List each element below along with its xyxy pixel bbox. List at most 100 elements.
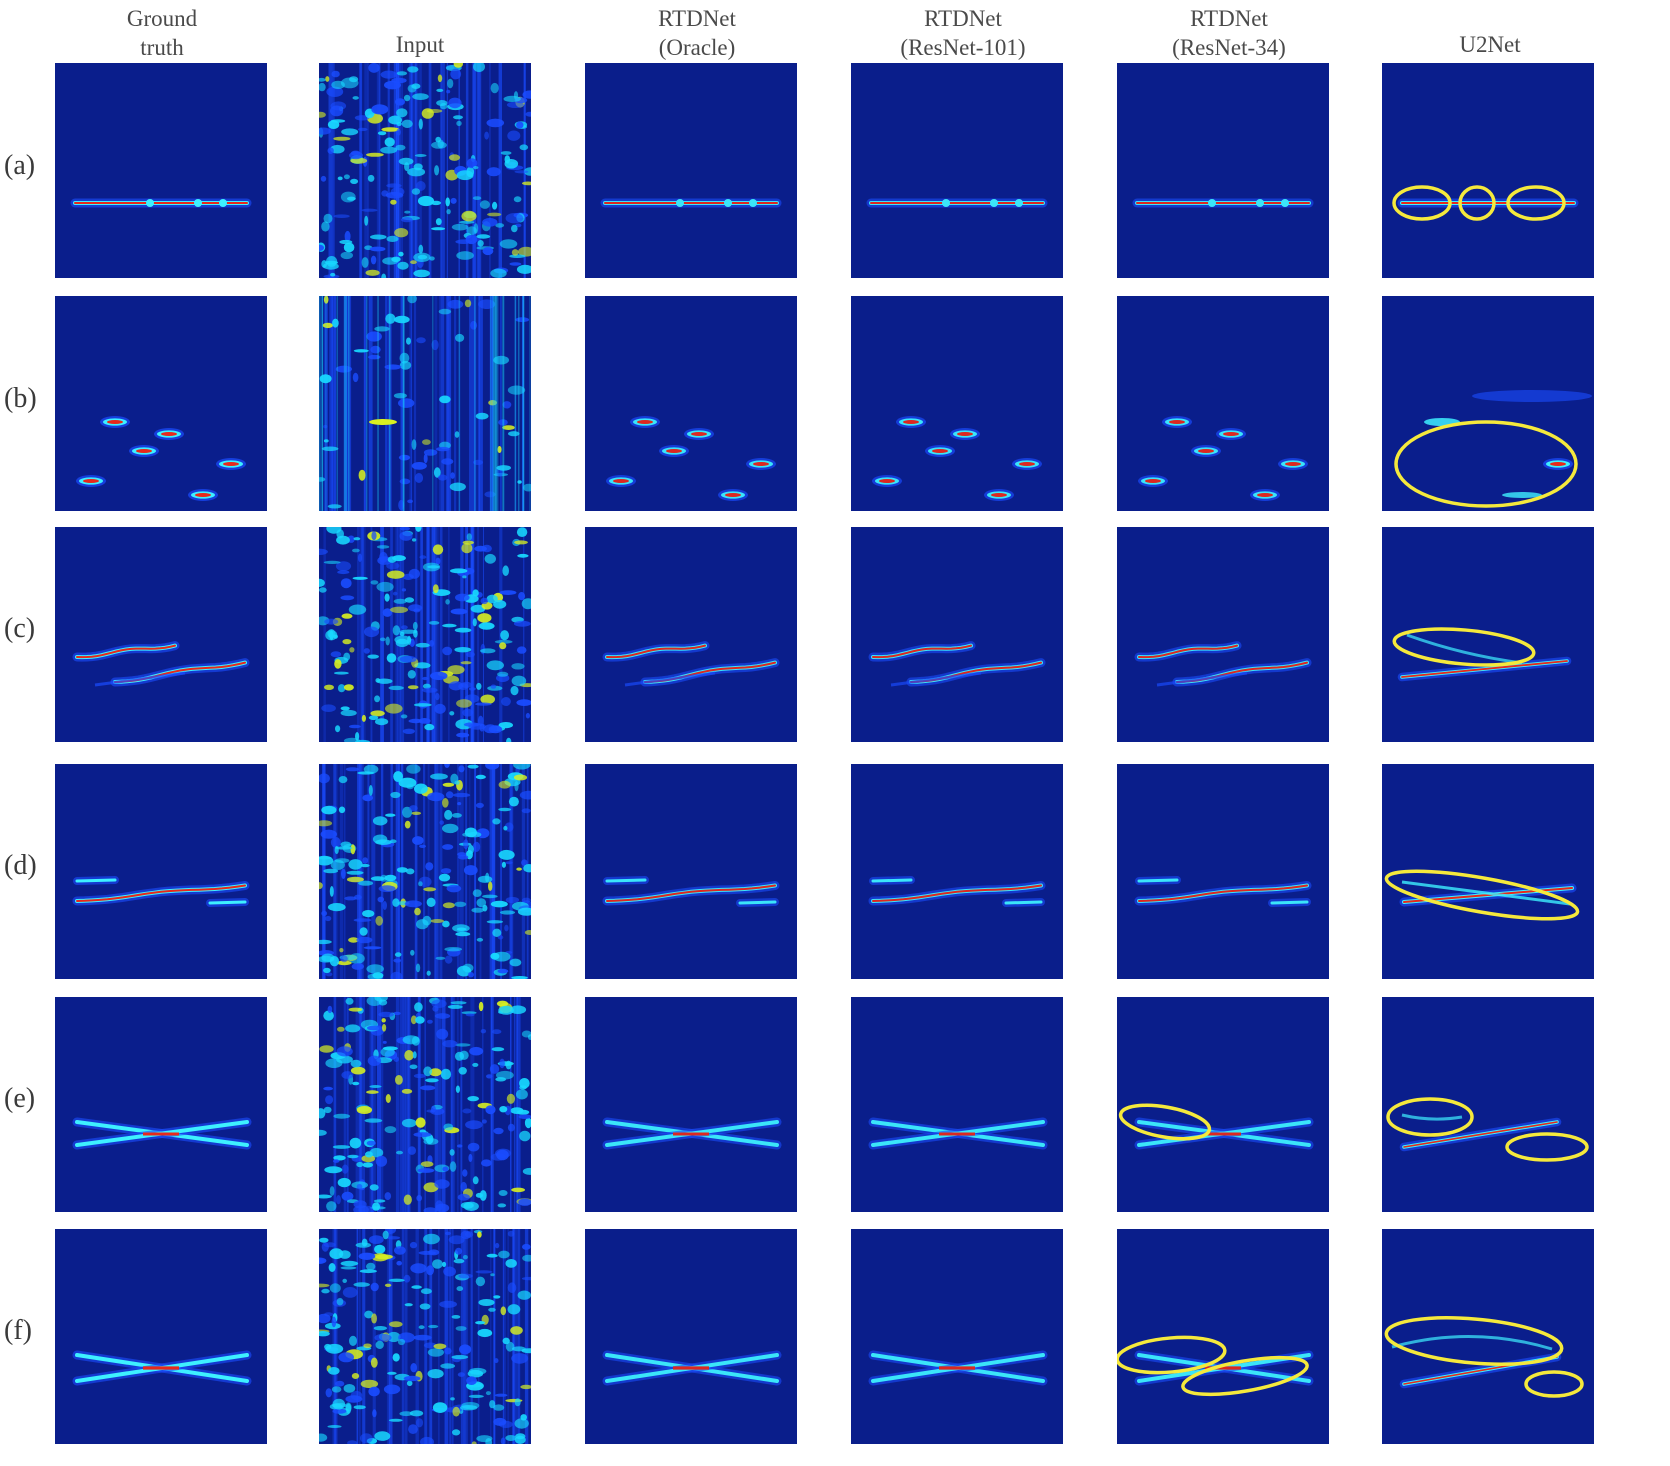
- noise-speck: [386, 1236, 401, 1240]
- noise-speck: [442, 1040, 458, 1048]
- noise-speck: [431, 339, 439, 351]
- noise-speck: [472, 459, 484, 465]
- noise-speck: [427, 1019, 433, 1024]
- noise-speck: [490, 268, 507, 278]
- ghost-track: [94, 671, 186, 687]
- noise-speck: [427, 1369, 444, 1379]
- noise-streak: [361, 997, 365, 1212]
- heatmap-svg: [319, 997, 531, 1212]
- noise-speck: [411, 188, 421, 195]
- noise-speck: [340, 709, 357, 717]
- noise-speck: [476, 937, 484, 942]
- noise-speck: [399, 1411, 413, 1417]
- noise-speck: [333, 214, 350, 218]
- noise-speck: [429, 640, 435, 647]
- noise-speck: [519, 790, 531, 800]
- noise-speck: [496, 1000, 509, 1007]
- noise-speck: [507, 1304, 521, 1315]
- heatmap-background: [55, 527, 267, 742]
- noise-streak: [432, 527, 435, 742]
- noise-speck: [399, 631, 405, 637]
- noise-speck: [503, 825, 508, 831]
- panel-u2net-row-b: [1382, 296, 1594, 511]
- noise-speck: [423, 449, 438, 456]
- noise-speck: [379, 551, 388, 563]
- noise-speck: [364, 215, 369, 226]
- noise-speck: [406, 764, 421, 774]
- noise-streak: [431, 527, 435, 742]
- track-node: [724, 199, 732, 207]
- noise-streak: [387, 63, 390, 278]
- noise-streak: [465, 1229, 468, 1444]
- highlight-ellipse: [1524, 1370, 1584, 1398]
- noise-speck: [436, 1028, 449, 1040]
- noise-speck: [517, 480, 522, 484]
- prediction-shade: [585, 764, 797, 979]
- noise-streak: [440, 63, 442, 278]
- noise-speck: [498, 1190, 508, 1196]
- noise-speck: [348, 1007, 363, 1012]
- noise-speck: [423, 1342, 437, 1349]
- noise-speck: [505, 896, 520, 904]
- noise-speck: [399, 352, 410, 364]
- noise-streak: [361, 527, 364, 742]
- noise-speck: [341, 1191, 354, 1201]
- noise-streak: [449, 1229, 451, 1444]
- noise-speck: [471, 907, 484, 913]
- noise-speck: [354, 115, 370, 121]
- noise-streak: [343, 296, 346, 511]
- noise-speck: [353, 1282, 370, 1287]
- noise-speck: [401, 1118, 417, 1128]
- noise-streak: [332, 63, 335, 278]
- noise-speck: [400, 217, 413, 223]
- noise-speck: [518, 1198, 531, 1206]
- heatmap-background: [1117, 764, 1329, 979]
- noise-speck: [456, 120, 462, 127]
- noise-speck: [392, 1353, 400, 1362]
- noise-speck: [355, 732, 360, 741]
- noise-speck: [459, 1344, 472, 1355]
- noise-speck: [519, 1085, 527, 1090]
- noise-speck: [323, 560, 341, 564]
- noise-streak: [516, 997, 518, 1212]
- noise-speck: [331, 1316, 337, 1328]
- heatmap-svg: [1117, 63, 1329, 278]
- noise-streak: [492, 296, 494, 511]
- heatmap-background: [851, 764, 1063, 979]
- target-blob-core: [957, 432, 973, 436]
- noise-streak: [401, 63, 403, 278]
- noise-streak: [463, 1229, 466, 1444]
- noise-streak: [511, 764, 514, 979]
- noise-speck: [426, 897, 436, 907]
- noise-speck: [494, 1358, 499, 1364]
- noise-speck: [478, 299, 496, 309]
- noise-streak: [432, 296, 434, 511]
- heatmap-background: [55, 997, 267, 1212]
- noise-speck: [454, 627, 472, 633]
- noise-speck: [488, 1307, 496, 1312]
- noise-speck: [493, 1127, 504, 1135]
- noise-streak: [361, 764, 364, 979]
- noise-speck: [325, 972, 333, 977]
- noise-streak: [457, 764, 460, 979]
- noise-speck: [450, 608, 468, 615]
- noise-streak: [348, 296, 350, 511]
- noise-speck: [333, 1113, 350, 1119]
- noise-speck: [331, 1386, 342, 1393]
- noise-streak: [377, 997, 381, 1212]
- noise-streak: [475, 63, 477, 278]
- noise-streak: [356, 1229, 359, 1444]
- noise-streak: [359, 63, 362, 278]
- noise-speck: [518, 1114, 531, 1119]
- prediction-shade: [851, 296, 1063, 511]
- noise-streak: [496, 296, 499, 511]
- noise-speck: [511, 249, 519, 256]
- noise-speck: [337, 570, 350, 575]
- noise-speck: [442, 623, 457, 628]
- noise-streak: [439, 527, 443, 742]
- panel-input-row-b: [319, 296, 531, 511]
- noise-speck: [418, 118, 423, 130]
- noise-streak: [431, 527, 433, 742]
- noise-streak: [477, 296, 480, 511]
- column-header-line: truth: [140, 35, 184, 60]
